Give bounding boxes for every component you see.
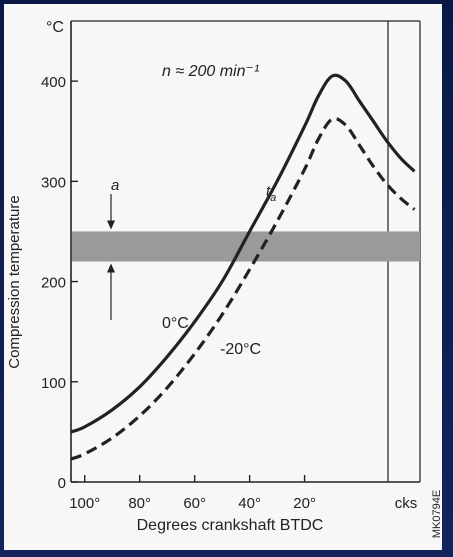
x-tick-label: cks <box>395 495 418 512</box>
y-tick-label: 0 <box>58 475 66 492</box>
chart-panel: 0 100 200 300 400 100° 80° 60° 40° 20° cks °C n ≈ … <box>4 4 443 550</box>
y-tick-label: 100 <box>41 375 66 392</box>
curve-label-t: t <box>266 183 271 200</box>
y-tick-label: 300 <box>41 174 66 191</box>
band-layer <box>72 194 420 320</box>
x-tick-label: 80° <box>128 495 151 512</box>
series-line-0c <box>70 73 416 434</box>
chart-title: n ≈ 200 min⁻¹ <box>162 63 259 80</box>
y-axis-title: Compression temperature <box>6 195 23 368</box>
y-tick-label: 200 <box>41 275 66 292</box>
figure-code: MK0794E <box>431 490 442 538</box>
band-label: a <box>111 177 119 194</box>
series-label-0c: 0°C <box>162 315 189 332</box>
y-unit-label: °C <box>46 19 64 36</box>
x-tick-label: 60° <box>183 495 206 512</box>
x-tick-label: 100° <box>69 495 100 512</box>
x-tick-label: 40° <box>238 495 261 512</box>
series-line-minus20c <box>70 116 416 461</box>
arrow-up-head <box>107 263 115 273</box>
curve-label-ta: ta <box>266 183 276 204</box>
chart: 0 100 200 300 400 100° 80° 60° 40° 20° cks °C n ≈ … <box>6 19 443 538</box>
x-tick-label: 20° <box>293 495 316 512</box>
series-label-minus20c: -20°C <box>220 341 261 358</box>
ticks-layer: 0 100 200 300 400 100° 80° 60° 40° 20° cks <box>41 74 417 512</box>
y-tick-label: 400 <box>41 74 66 91</box>
series-layer <box>70 73 416 461</box>
arrow-down-head <box>107 220 115 230</box>
x-axis-title: Degrees crankshaft BTDC <box>137 517 324 534</box>
curve-label-subscript: a <box>270 192 276 204</box>
